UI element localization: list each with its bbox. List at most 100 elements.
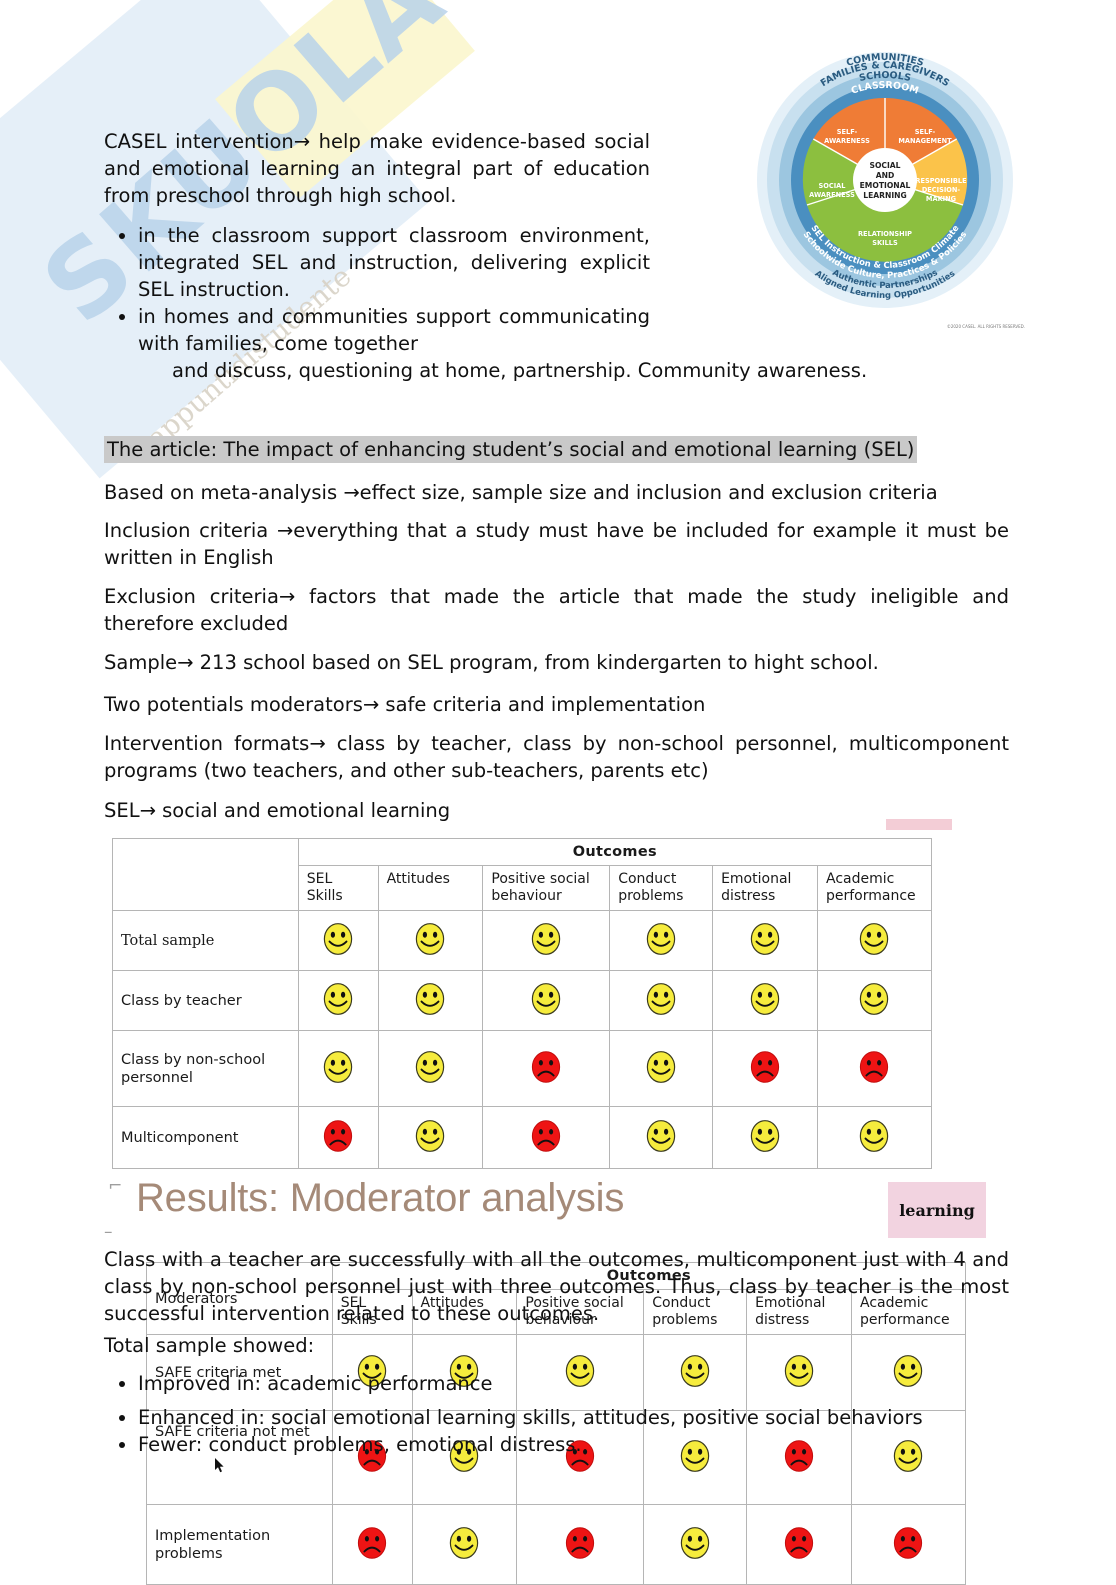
list-item: Enhanced in: social emotional learning s… — [138, 1404, 1009, 1431]
article-line-5: Intervention formats→ class by teacher, … — [104, 732, 1009, 782]
table2-corner-cell-moderators: Moderators — [146, 1262, 333, 1335]
list-item: Improved in: academic performance — [138, 1370, 1009, 1397]
face-cell — [482, 910, 611, 971]
happy-face-icon — [413, 1050, 447, 1084]
face-cell — [712, 970, 818, 1031]
happy-face-icon — [748, 1119, 782, 1153]
happy-face-icon — [748, 922, 782, 956]
happy-face-icon — [563, 1354, 597, 1388]
article-line-6: SEL→ social and emotional learning — [104, 799, 451, 822]
intro-paragraph: CASEL intervention→ help make evidence-b… — [104, 130, 650, 207]
table-subheader-row: SEL Skills Attitudes Positive social beh… — [113, 865, 933, 911]
table2-row-label-implementation-problems: Implementation problems — [146, 1504, 333, 1585]
table1-col-academic-performance: Academic performance — [816, 865, 933, 911]
table-row: SAFE criteria met — [146, 1334, 967, 1411]
svg-text:SOCIAL: SOCIAL — [869, 161, 900, 170]
svg-text:RELATIONSHIP: RELATIONSHIP — [858, 230, 912, 238]
svg-text:CLASSROOM: CLASSROOM — [850, 80, 920, 97]
happy-face-icon — [644, 1050, 678, 1084]
svg-text:AWARENESS: AWARENESS — [809, 191, 855, 199]
face-cell — [331, 1410, 413, 1505]
svg-text:SCHOOLS: SCHOOLS — [858, 70, 912, 84]
sad-face-icon — [748, 1050, 782, 1084]
table2-col-positive-social-behaviour: Positive social behaviour — [516, 1289, 645, 1335]
face-cell — [643, 1504, 748, 1585]
svg-text:MAKING: MAKING — [926, 195, 956, 203]
results-section-title: Results: Moderator analysis — [136, 1176, 625, 1220]
table-row: Class by teacher — [112, 970, 933, 1031]
happy-face-icon — [413, 1119, 447, 1153]
face-cell — [377, 1106, 484, 1169]
face-cell — [377, 970, 484, 1031]
face-cell — [609, 1030, 714, 1107]
face-cell — [297, 910, 379, 971]
table1-col-conduct-problems: Conduct problems — [609, 865, 714, 911]
happy-face-icon — [413, 922, 447, 956]
table-row: SAFE criteria not met — [146, 1410, 967, 1505]
table2-col-emotional-distress: Emotional distress — [746, 1289, 852, 1335]
happy-face-icon — [644, 1119, 678, 1153]
happy-face-icon — [782, 1354, 816, 1388]
svg-text:LEARNING: LEARNING — [863, 191, 907, 200]
svg-text:SELF-: SELF- — [915, 128, 936, 136]
list-item: in homes and communities support communi… — [138, 303, 650, 357]
face-cell — [482, 1030, 611, 1107]
happy-face-icon — [355, 1354, 389, 1388]
sad-face-icon — [857, 1050, 891, 1084]
face-cell — [331, 1334, 413, 1411]
face-cell — [712, 1106, 818, 1169]
happy-face-icon — [857, 982, 891, 1016]
article-line-3: Sample→ 213 school based on SEL program,… — [104, 651, 879, 674]
article-line-0: Based on meta-analysis →effect size, sam… — [104, 481, 938, 504]
happy-face-icon — [644, 922, 678, 956]
sad-face-icon — [529, 1119, 563, 1153]
happy-face-icon — [678, 1526, 712, 1560]
mouse-cursor-icon — [215, 1458, 224, 1473]
article-heading: The article: The impact of enhancing stu… — [104, 436, 918, 463]
svg-text:EMOTIONAL: EMOTIONAL — [860, 181, 911, 190]
face-cell — [516, 1504, 645, 1585]
happy-face-icon — [447, 1439, 481, 1473]
face-cell — [816, 1030, 933, 1107]
intro-bullet-list: in the classroom support classroom envir… — [104, 222, 650, 357]
table-header-row: Outcomes — [112, 838, 933, 911]
happy-face-icon — [447, 1354, 481, 1388]
svg-text:AND: AND — [876, 171, 895, 180]
happy-face-icon — [447, 1526, 481, 1560]
slide-dash-mark: – — [104, 1222, 113, 1242]
sad-face-icon — [782, 1439, 816, 1473]
face-cell — [850, 1334, 967, 1411]
face-cell — [411, 1334, 518, 1411]
happy-face-icon — [678, 1354, 712, 1388]
face-cell — [746, 1504, 852, 1585]
table-row: Class by non-school personnel — [112, 1030, 933, 1107]
pink-note-box: learning — [888, 1182, 986, 1238]
happy-face-icon — [321, 1050, 355, 1084]
face-cell — [850, 1504, 967, 1585]
svg-text:DECISION-: DECISION- — [922, 186, 961, 194]
sad-face-icon — [355, 1526, 389, 1560]
svg-text:SOCIAL: SOCIAL — [819, 182, 847, 190]
happy-face-icon — [529, 982, 563, 1016]
svg-text:RESPONSIBLE: RESPONSIBLE — [915, 177, 967, 185]
outcomes-table-moderators: Moderators Outcomes SEL Skills Attitudes… — [146, 1262, 967, 1585]
casel-wheel-diagram: SOCIAL AND EMOTIONAL LEARNING SELF- AWAR… — [735, 8, 1035, 333]
face-cell — [643, 1334, 748, 1411]
sad-face-icon — [529, 1050, 563, 1084]
table1-col-positive-social-behaviour: Positive social behaviour — [482, 865, 611, 911]
sad-face-icon — [891, 1526, 925, 1560]
face-cell — [609, 1106, 714, 1169]
results-bullet-list: Improved in: academic performance Enhanc… — [104, 1370, 1009, 1458]
table1-row-label-multicomponent: Multicomponent — [112, 1106, 299, 1169]
happy-face-icon — [891, 1439, 925, 1473]
face-cell — [482, 970, 611, 1031]
results-subheading: Total sample showed: — [104, 1334, 315, 1357]
results-paragraph: Class with a teacher are successfully wi… — [104, 1248, 1009, 1325]
table-row: Total sample — [112, 910, 933, 971]
happy-face-icon — [321, 982, 355, 1016]
table1-col-attitudes: Attitudes — [377, 865, 484, 911]
happy-face-icon — [748, 982, 782, 1016]
casel-copyright: ©2020 CASEL. ALL RIGHTS RESERVED. — [947, 324, 1025, 329]
face-cell — [482, 1106, 611, 1169]
sad-face-icon — [563, 1526, 597, 1560]
